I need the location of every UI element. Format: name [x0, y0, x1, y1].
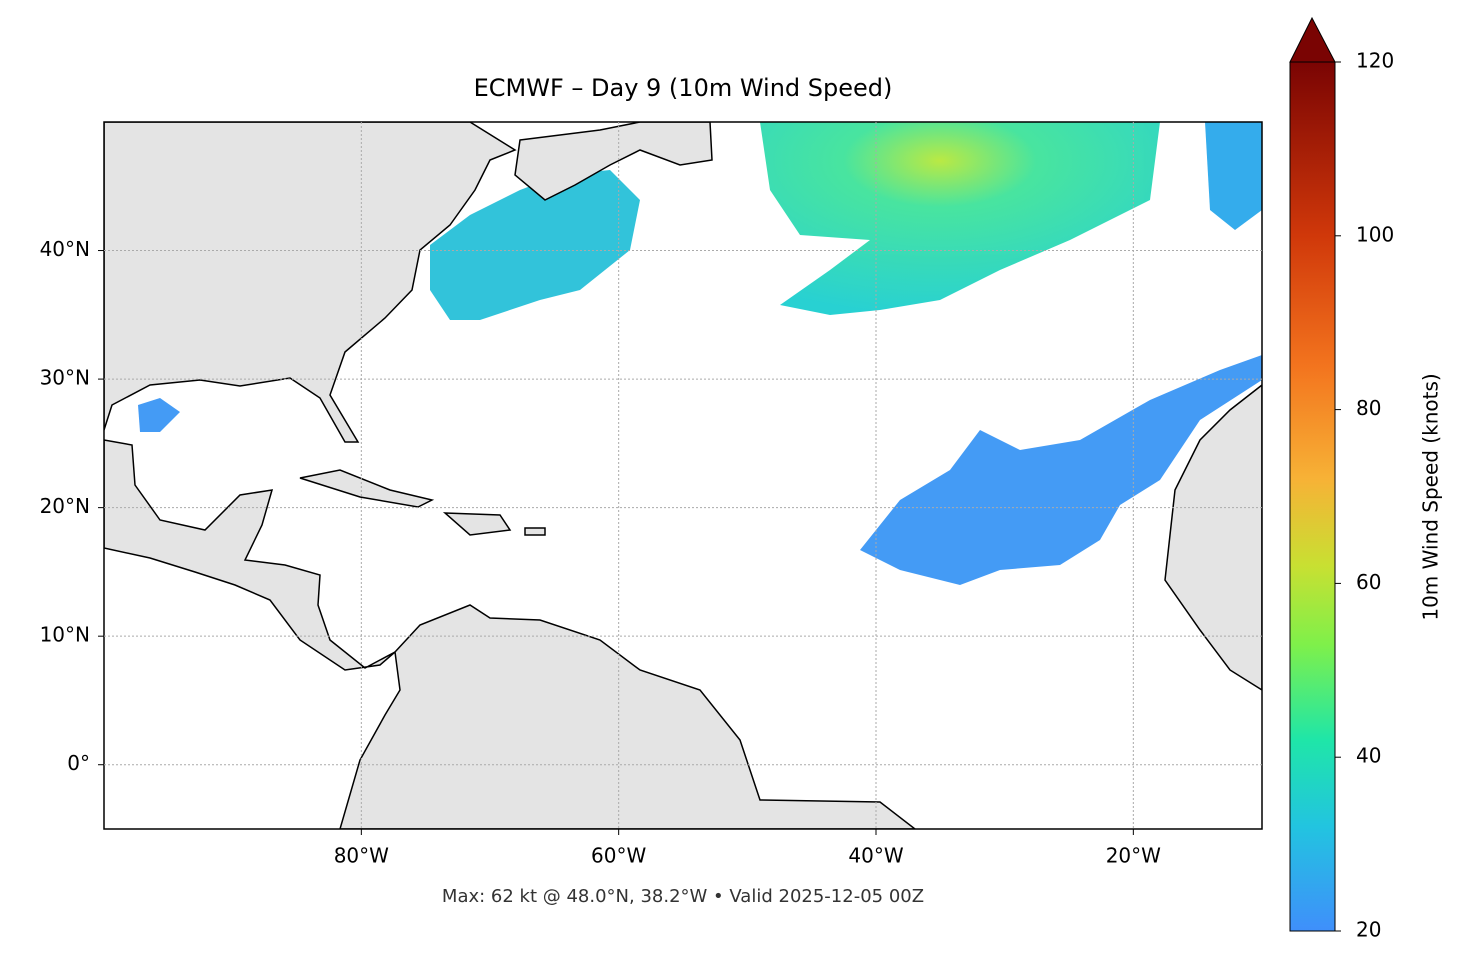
y-tick-label: 20°N [40, 494, 90, 518]
y-tick-label: 10°N [40, 623, 90, 647]
colorbar-tick-label: 120 [1356, 49, 1394, 73]
wind-patch [1205, 122, 1262, 230]
puerto-rico [524, 527, 546, 536]
chart-title: ECMWF – Day 9 (10m Wind Speed) [474, 74, 893, 102]
x-tick-label: 40°W [848, 844, 903, 868]
africa [1164, 384, 1262, 691]
maritime-canada [514, 122, 713, 201]
colorbar [1289, 61, 1336, 932]
wind-patch [860, 355, 1262, 585]
central-america [104, 439, 396, 671]
plot-frame [103, 121, 1263, 830]
cuba [299, 469, 435, 508]
map-layers [104, 122, 1262, 829]
y-tick-label: 40°N [40, 237, 90, 261]
y-tick-label: 30°N [40, 366, 90, 390]
wind-patch [760, 122, 1160, 315]
footnote: Max: 62 kt @ 48.0°N, 38.2°W • Valid 2025… [442, 886, 924, 907]
y-tick-label: 0° [67, 751, 90, 775]
x-tick-label: 60°W [591, 844, 646, 868]
north-america [104, 122, 517, 443]
x-tick-label: 20°W [1106, 844, 1161, 868]
hispaniola [442, 512, 512, 536]
colorbar-tick-label: 100 [1356, 222, 1394, 246]
wind-patch [430, 170, 640, 320]
colorbar-tick-label: 80 [1356, 396, 1381, 420]
wind-field [138, 122, 1262, 585]
colorbar-label: 10m Wind Speed (knots) [1419, 373, 1443, 620]
colorbar-tick-label: 40 [1356, 744, 1381, 768]
land [104, 122, 1262, 829]
x-tick-label: 80°W [334, 844, 389, 868]
wind-patch [138, 398, 180, 432]
south-america [339, 604, 917, 829]
colorbar-extend [1289, 16, 1336, 63]
colorbar-tick-label: 60 [1356, 570, 1381, 594]
colorbar-tick-label: 20 [1356, 918, 1381, 942]
